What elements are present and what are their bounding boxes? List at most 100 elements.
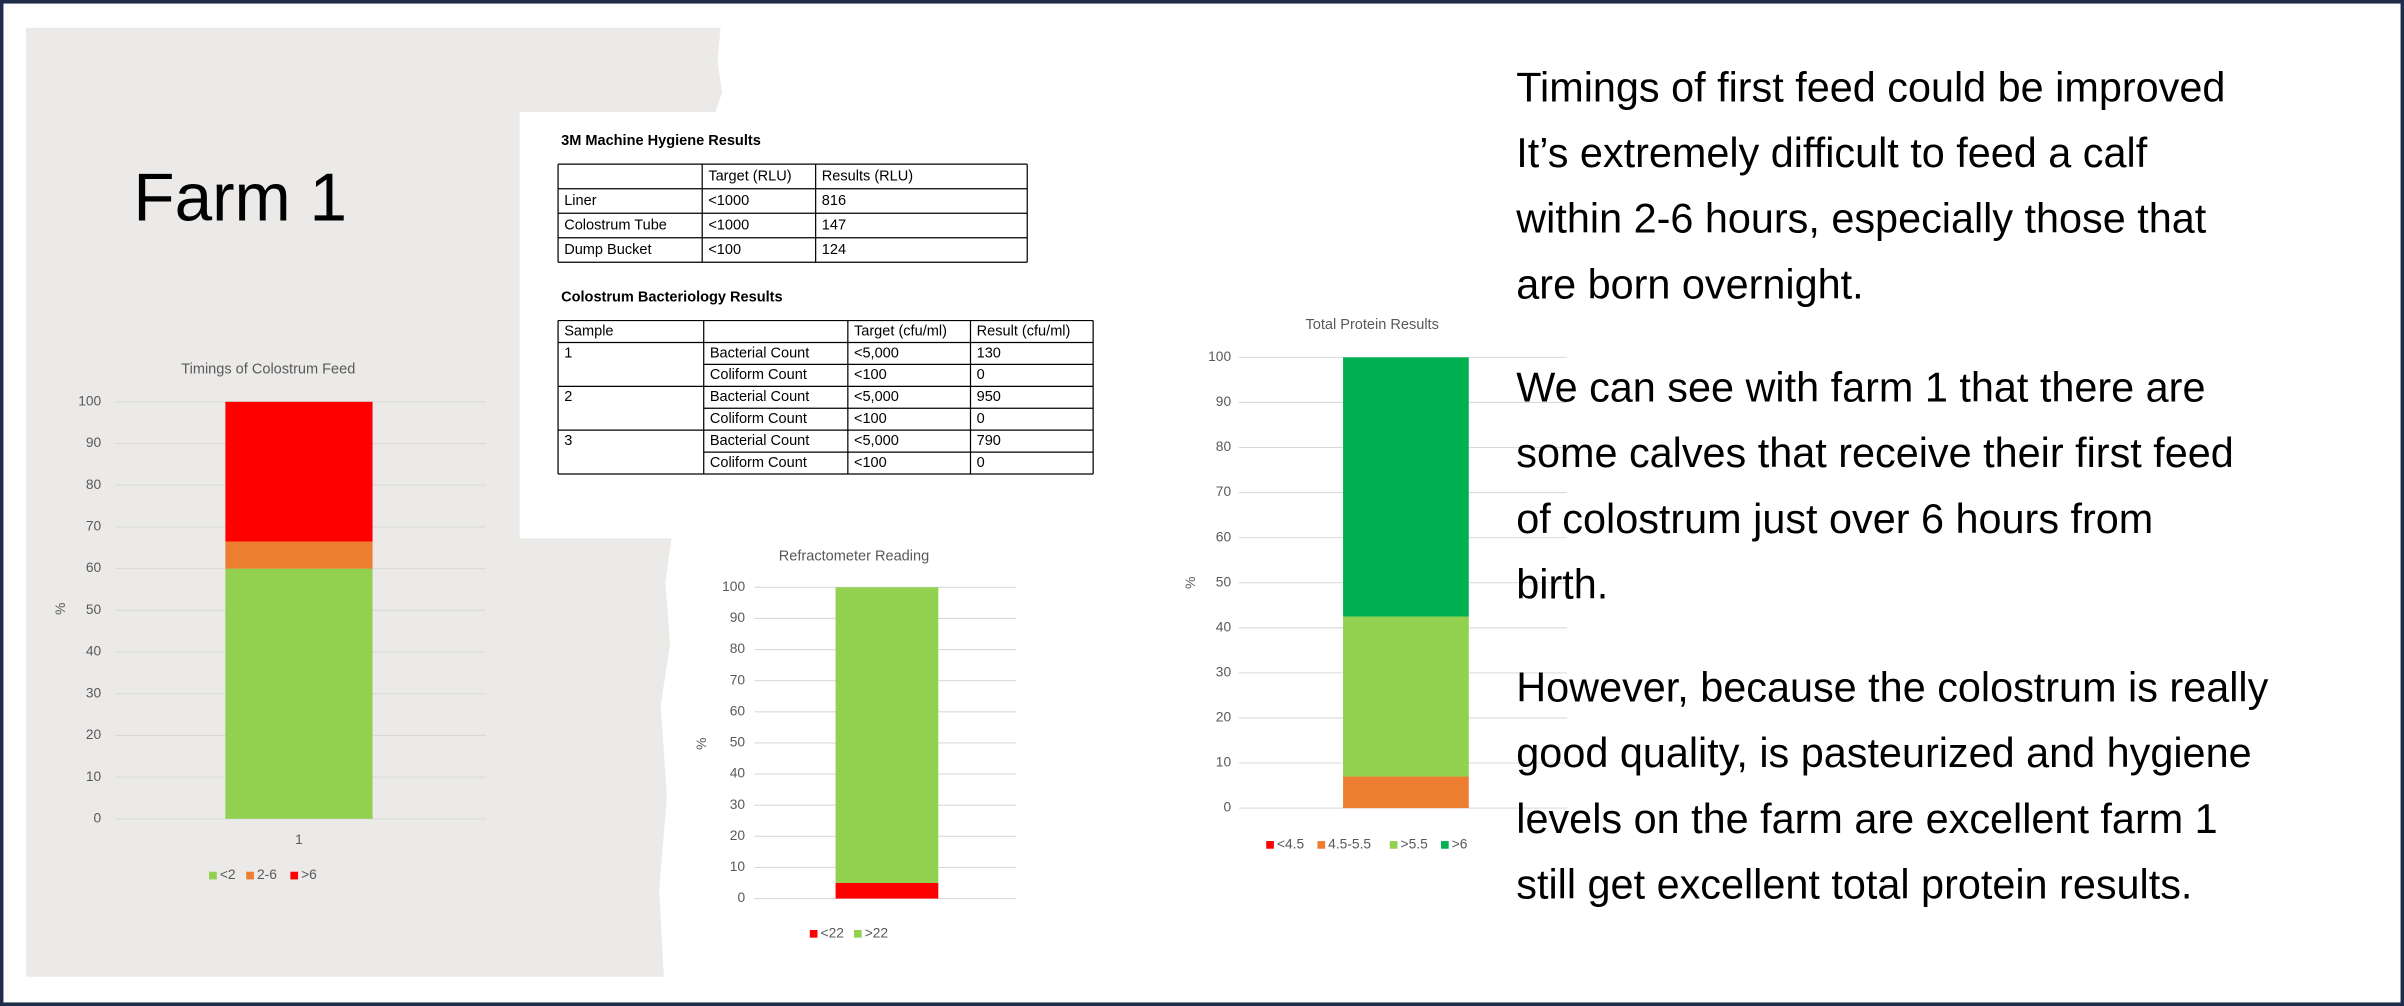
table-cell: <100 <box>708 242 741 258</box>
y-tick-label: 80 <box>86 477 102 492</box>
table-cell: <100 <box>854 411 887 427</box>
paragraph-line: are born overnight. <box>1516 261 1863 307</box>
table-cell: <100 <box>854 455 887 471</box>
paragraph-line: Timings of first feed could be improved <box>1516 65 2225 111</box>
paragraph-line: However, because the colostrum is really <box>1516 665 2268 711</box>
legend-swatch <box>246 871 254 880</box>
table-cell: 1 <box>564 345 572 361</box>
y-tick-label: 10 <box>86 769 102 784</box>
legend-label: >6 <box>301 867 317 882</box>
y-axis-label: % <box>1183 577 1198 589</box>
y-tick-label: 90 <box>1216 394 1232 409</box>
y-tick-label: 20 <box>86 727 102 742</box>
y-tick-label: 60 <box>86 560 102 575</box>
table-header: Results (RLU) <box>822 168 913 184</box>
table-cell: <5,000 <box>854 389 899 405</box>
table-cell: <100 <box>854 367 887 383</box>
table-cell: 130 <box>977 345 1001 361</box>
bar-segment <box>1343 616 1469 777</box>
y-tick-label: 0 <box>94 810 102 825</box>
paragraph-line: levels on the farm are excellent farm 1 <box>1516 796 2217 842</box>
legend-label: >22 <box>865 925 888 940</box>
y-tick-label: 100 <box>1208 349 1231 364</box>
y-tick-label: 70 <box>1216 484 1232 499</box>
legend-label: 2-6 <box>257 867 277 882</box>
y-tick-label: 50 <box>730 735 746 750</box>
x-tick-label: 1 <box>295 832 303 847</box>
table-cell: 2 <box>564 389 572 405</box>
text-block: Timings of first feed could be improved I… <box>1515 65 2268 908</box>
y-axis-label: % <box>53 603 68 615</box>
bar-segment <box>835 587 939 883</box>
y-tick-label: 80 <box>1216 439 1232 454</box>
table-cell: 816 <box>822 193 846 209</box>
legend-label: 4.5-5.5 <box>1328 837 1371 852</box>
bar-segment <box>225 568 373 819</box>
paragraph-line: We can see with farm 1 that there are <box>1516 365 2205 411</box>
table-title: 3M Machine Hygiene Results <box>561 133 761 149</box>
table-cell: 147 <box>822 217 846 233</box>
y-tick-label: 40 <box>1216 619 1232 634</box>
legend-label: >6 <box>1452 837 1468 852</box>
table-cell: Bacterial Count <box>710 389 809 405</box>
y-tick-label: 70 <box>86 519 102 534</box>
legend-label: >5.5 <box>1401 837 1429 852</box>
paragraph-line: birth. <box>1516 561 1608 607</box>
table-cell: 790 <box>977 433 1001 449</box>
legend-swatch <box>209 871 217 880</box>
y-tick-label: 30 <box>86 685 102 700</box>
legend-swatch <box>1389 841 1398 849</box>
y-axis-label: % <box>694 738 709 750</box>
chart-title: Total Protein Results <box>1305 317 1438 333</box>
table-header: Target (RLU) <box>708 168 791 184</box>
chart-title: Refractometer Reading <box>779 549 929 565</box>
table-cell: <5,000 <box>854 345 899 361</box>
y-tick-label: 40 <box>86 644 102 659</box>
paragraph-line: some calves that receive their first fee… <box>1516 430 2233 476</box>
y-tick-label: 70 <box>730 672 746 687</box>
table-cell: 3 <box>564 433 572 449</box>
legend-label: <22 <box>821 925 844 940</box>
legend-swatch <box>1317 841 1326 849</box>
y-tick-label: 60 <box>1216 529 1232 544</box>
y-tick-label: 0 <box>737 890 745 905</box>
y-tick-label: 10 <box>730 859 746 874</box>
table-cell: Coliform Count <box>710 455 807 471</box>
table-cell: <1000 <box>708 217 749 233</box>
y-tick-label: 20 <box>1216 710 1232 725</box>
bar-segment <box>225 541 373 569</box>
table-cell: 0 <box>977 367 985 383</box>
paragraph-line: good quality, is pasteurized and hygiene <box>1516 730 2251 776</box>
table-cell: 0 <box>977 411 985 427</box>
chart-title: Timings of Colostrum Feed <box>181 361 355 377</box>
table-cell: Bacterial Count <box>710 433 809 449</box>
y-tick-label: 60 <box>730 703 746 718</box>
y-tick-label: 80 <box>730 641 746 656</box>
table-header: Result (cfu/ml) <box>977 323 1071 339</box>
legend-swatch <box>1441 841 1449 849</box>
y-tick-label: 30 <box>1216 665 1232 680</box>
table-header: Target (cfu/ml) <box>854 323 947 339</box>
table-header: Sample <box>564 323 613 339</box>
table-cell: 124 <box>822 242 846 258</box>
y-tick-label: 40 <box>730 766 746 781</box>
table-panel <box>519 112 1155 539</box>
y-tick-label: 30 <box>730 797 746 812</box>
legend-swatch <box>853 929 862 938</box>
legend-swatch <box>809 929 818 938</box>
table-cell: <5,000 <box>854 433 899 449</box>
table-cell: Liner <box>564 193 597 209</box>
legend-label: <4.5 <box>1277 837 1305 852</box>
table-cell: Colostrum Tube <box>564 217 667 233</box>
table-cell: Coliform Count <box>710 411 807 427</box>
bar-segment <box>225 401 373 542</box>
bar-segment <box>1343 776 1469 809</box>
y-tick-label: 20 <box>730 828 746 843</box>
table-cell: <1000 <box>708 193 749 209</box>
y-tick-label: 90 <box>730 610 746 625</box>
y-tick-label: 50 <box>86 602 102 617</box>
y-tick-label: 90 <box>86 435 102 450</box>
bar-segment <box>835 882 939 899</box>
